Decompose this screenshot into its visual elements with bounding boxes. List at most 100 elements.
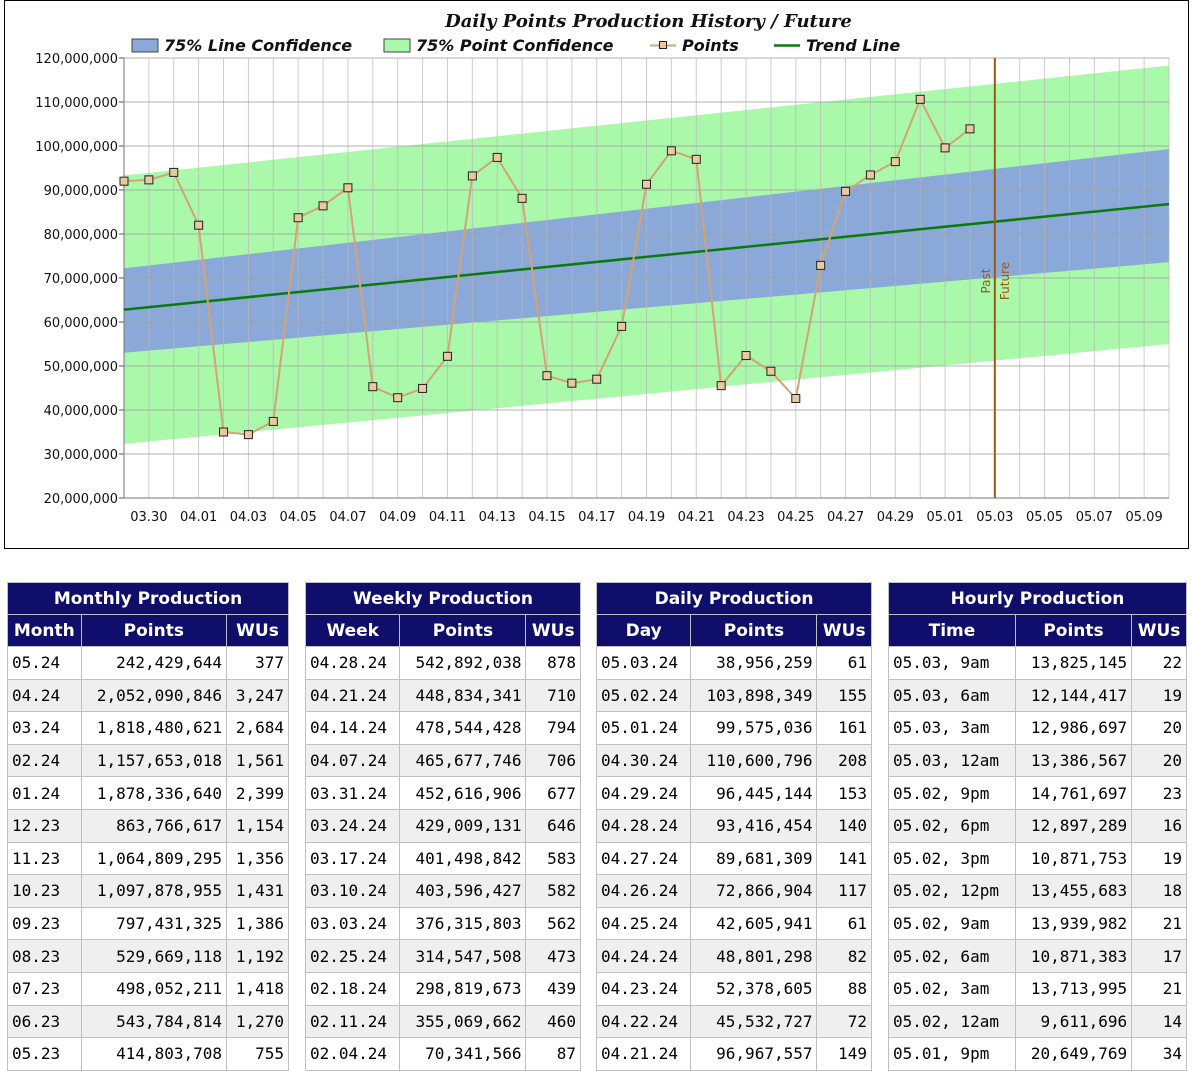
wus-cell: 562: [525, 906, 581, 941]
row-label-cell: 05.02, 12pm: [888, 874, 1016, 908]
daily-production-table: Daily Production Day Points WUs 05.03.24…: [595, 582, 872, 1071]
weekly-production-table: Weekly Production Week Points WUs 04.28.…: [304, 582, 581, 1071]
table-row: 05.03.24 38,956,259 61: [595, 646, 872, 680]
points-cell: 2,052,090,846: [80, 678, 228, 713]
wus-cell: 3,247: [226, 678, 289, 713]
table-row: 04.28.24 542,892,038 878: [304, 646, 581, 680]
table-row: 04.24.24 48,801,298 82: [595, 939, 872, 973]
table-title: Hourly Production: [888, 582, 1187, 615]
table-row: 05.03, 12am 13,386,567 20: [888, 743, 1187, 778]
table-row: 05.24 242,429,644 377: [7, 646, 289, 680]
points-cell: 1,818,480,621: [80, 711, 228, 745]
chart-svg: Daily Points Production History / Future…: [35, 11, 1170, 525]
data-point: [567, 378, 577, 388]
wus-cell: 20: [1131, 711, 1187, 745]
data-point: [716, 381, 726, 391]
row-label-cell: 05.01, 9pm: [888, 1037, 1016, 1071]
y-tick-label: 90,000,000: [44, 184, 118, 199]
points-cell: 42,605,941: [690, 906, 818, 941]
data-point: [492, 152, 502, 162]
y-tick-label: 120,000,000: [35, 52, 118, 67]
row-label-cell: 05.03.24: [595, 646, 692, 680]
data-point: [816, 260, 826, 270]
points-cell: 103,898,349: [690, 678, 818, 713]
row-label-cell: 05.02, 9am: [888, 906, 1016, 941]
x-tick-label: 05.05: [1026, 510, 1063, 525]
production-chart: Daily Points Production History / Future…: [4, 0, 1189, 549]
row-label-cell: 05.01.24: [595, 711, 692, 745]
table-row: 04.30.24 110,600,796 208: [595, 743, 872, 778]
wus-cell: 1,418: [226, 971, 289, 1006]
table-row: 05.02, 12am 9,611,696 14: [888, 1004, 1187, 1039]
legend-label: Points: [682, 36, 739, 55]
table-row: 07.23 498,052,211 1,418: [7, 971, 289, 1006]
col-header: Points: [1014, 614, 1133, 647]
table-row: 03.03.24 376,315,803 562: [304, 906, 581, 941]
x-tick-label: 05.09: [1126, 510, 1163, 525]
table-row: 04.22.24 45,532,727 72: [595, 1004, 872, 1039]
data-point: [965, 124, 975, 134]
wus-cell: 141: [816, 841, 872, 876]
wus-cell: 88: [816, 971, 872, 1006]
wus-cell: 460: [525, 1004, 581, 1039]
row-label-cell: 05.03, 12am: [888, 743, 1016, 778]
data-point: [194, 220, 204, 230]
data-point: [915, 94, 925, 104]
points-cell: 1,878,336,640: [80, 776, 228, 810]
row-label-cell: 04.07.24: [304, 743, 401, 778]
col-header: Points: [690, 614, 818, 647]
table-row: 04.29.24 96,445,144 153: [595, 776, 872, 810]
data-point: [890, 157, 900, 167]
data-point: [144, 175, 154, 185]
table-row: 05.02, 9am 13,939,982 21: [888, 906, 1187, 941]
row-label-cell: 09.23: [7, 906, 82, 941]
table-title: Weekly Production: [305, 582, 581, 615]
row-label-cell: 06.23: [7, 1004, 82, 1039]
wus-cell: 153: [816, 776, 872, 810]
row-label-cell: 05.02.24: [595, 678, 692, 713]
points-cell: 298,819,673: [399, 971, 527, 1006]
y-tick-label: 70,000,000: [44, 272, 118, 287]
row-label-cell: 04.23.24: [595, 971, 692, 1006]
table-row: 05.02, 6am 10,871,383 17: [888, 939, 1187, 973]
wus-cell: 19: [1131, 841, 1187, 876]
table-row: 05.02.24 103,898,349 155: [595, 678, 872, 713]
table-row: 05.03, 3am 12,986,697 20: [888, 711, 1187, 745]
past-label: Past: [979, 268, 993, 293]
table-row: 04.21.24 96,967,557 149: [595, 1037, 872, 1071]
table-row: 05.01.24 99,575,036 161: [595, 711, 872, 745]
data-point: [542, 371, 552, 381]
row-label-cell: 02.24: [7, 743, 82, 778]
points-cell: 355,069,662: [399, 1004, 527, 1039]
points-cell: 96,967,557: [690, 1037, 818, 1071]
row-label-cell: 05.02, 6am: [888, 939, 1016, 973]
data-point: [691, 154, 701, 164]
data-point: [467, 171, 477, 181]
data-point: [741, 351, 751, 361]
points-cell: 10,871,383: [1014, 939, 1133, 973]
points-cell: 38,956,259: [690, 646, 818, 680]
points-cell: 99,575,036: [690, 711, 818, 745]
wus-cell: 161: [816, 711, 872, 745]
x-tick-label: 04.27: [827, 510, 864, 525]
row-label-cell: 05.02, 12am: [888, 1004, 1016, 1039]
row-label-cell: 04.24.24: [595, 939, 692, 973]
points-cell: 13,455,683: [1014, 874, 1133, 908]
row-label-cell: 05.23: [7, 1037, 82, 1071]
points-cell: 863,766,617: [80, 808, 228, 843]
data-point: [791, 394, 801, 404]
table-row: 03.17.24 401,498,842 583: [304, 841, 581, 876]
row-label-cell: 05.03, 3am: [888, 711, 1016, 745]
x-tick-label: 04.23: [727, 510, 764, 525]
points-cell: 414,803,708: [80, 1037, 228, 1071]
points-cell: 52,378,605: [690, 971, 818, 1006]
wus-cell: 61: [816, 646, 872, 680]
table-title: Daily Production: [596, 582, 872, 615]
data-point: [940, 143, 950, 153]
points-cell: 48,801,298: [690, 939, 818, 973]
table-row: 04.25.24 42,605,941 61: [595, 906, 872, 941]
col-header: WUs: [816, 614, 872, 647]
wus-cell: 82: [816, 939, 872, 973]
table-row: 02.04.24 70,341,566 87: [304, 1037, 581, 1071]
points-cell: 452,616,906: [399, 776, 527, 810]
